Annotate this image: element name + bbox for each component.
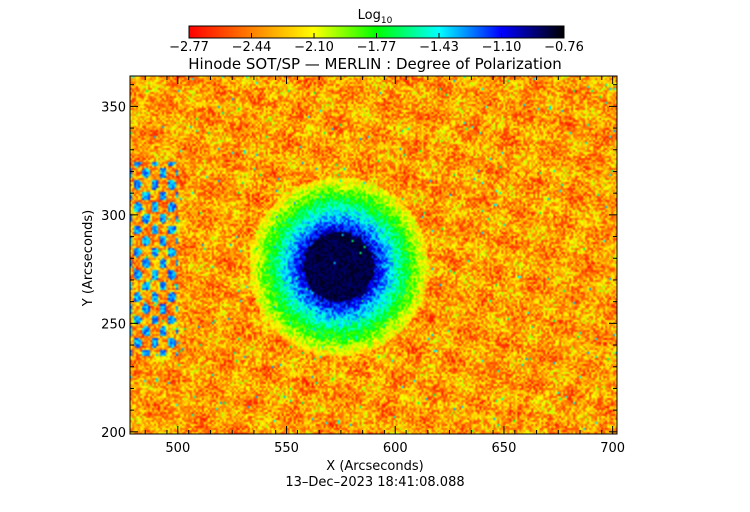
colorbar-tick-label: −2.77 — [169, 40, 209, 55]
timestamp: 13–Dec–2023 18:41:08.088 — [285, 475, 464, 490]
x-tick-label: 600 — [383, 441, 408, 456]
y-tick-label: 350 — [101, 100, 126, 115]
heatmap-image — [130, 76, 617, 434]
y-tick-label: 300 — [101, 209, 126, 224]
plot-frame — [129, 75, 618, 435]
x-tick-label: 650 — [492, 441, 517, 456]
x-tick-label: 550 — [274, 441, 299, 456]
colorbar-tick-label: −0.76 — [544, 40, 584, 55]
chart-title: Hinode SOT/SP — MERLIN : Degree of Polar… — [188, 55, 562, 73]
y-tick-label: 200 — [101, 426, 126, 441]
colorbar-label: Log10 — [358, 8, 393, 26]
x-axis-title: X (Arcseconds) — [326, 459, 423, 474]
colorbar-tick-label: −2.44 — [232, 40, 272, 55]
x-tick-label: 500 — [165, 441, 190, 456]
x-tick-label: 700 — [600, 441, 625, 456]
colorbar-ticks: −2.77 −2.44 −2.10 −1.77 −1.43 −1.10 −0.76 — [169, 33, 584, 55]
colorbar-tick-label: −2.10 — [294, 40, 334, 55]
axis-ticks: 500 550 600 650 700 200 250 300 350 — [101, 76, 625, 456]
colorbar-tick-label: −1.10 — [482, 40, 522, 55]
y-axis-title: Y (Arcseconds) — [81, 210, 96, 307]
colorbar-tick-label: −1.77 — [357, 40, 397, 55]
y-tick-label: 250 — [101, 317, 126, 332]
colorbar-tick-label: −1.43 — [419, 40, 459, 55]
